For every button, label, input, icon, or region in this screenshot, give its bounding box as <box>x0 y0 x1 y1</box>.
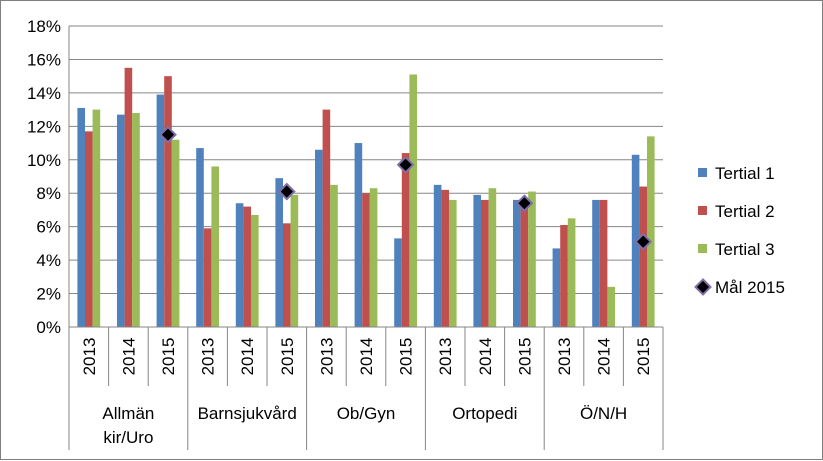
bar <box>283 223 291 327</box>
bars <box>77 67 655 328</box>
x-group-label: Ortopedi <box>452 404 517 423</box>
y-tick-labels: 0% 2% 4% 6% 8% 10% 12% 14% 16% 18% <box>27 17 61 337</box>
bar <box>330 184 338 327</box>
legend-label: Tertial 1 <box>715 164 775 183</box>
bar <box>315 149 323 327</box>
bar <box>203 228 212 327</box>
x-year-label: 2015 <box>278 338 297 376</box>
y-tick-label: 12% <box>27 117 61 136</box>
x-year-label: 2015 <box>159 338 178 376</box>
bar <box>394 238 402 327</box>
x-group-label: Allmän <box>102 404 154 423</box>
bar <box>567 218 576 327</box>
target-marker <box>515 194 534 213</box>
legend-label: Tertial 2 <box>715 202 775 221</box>
bar <box>369 188 378 327</box>
target-marker <box>277 182 296 201</box>
bar <box>552 248 561 327</box>
bar <box>354 143 363 327</box>
x-year-label: 2015 <box>515 338 534 376</box>
bar <box>235 203 244 327</box>
bar <box>132 112 140 327</box>
legend-swatch <box>698 206 707 215</box>
legend-diamond <box>694 278 712 296</box>
x-year-label: 2013 <box>199 338 218 376</box>
x-year-label: 2013 <box>436 338 455 376</box>
bar <box>647 136 655 327</box>
bar <box>473 194 481 327</box>
y-tick-label: 18% <box>27 17 61 36</box>
bar <box>156 94 165 327</box>
x-year-label: 2015 <box>397 338 416 376</box>
legend-swatch <box>698 168 707 177</box>
y-tick-label: 6% <box>36 218 61 237</box>
bar <box>77 107 85 327</box>
y-tick-label: 8% <box>36 184 61 203</box>
x-group-label: kir/Uro <box>103 428 153 447</box>
legend: Tertial 1 Tertial 2 Tertial 3 Mål 2015 <box>694 164 785 297</box>
bar <box>322 109 331 327</box>
bar <box>275 178 283 327</box>
target-markers <box>159 125 653 251</box>
legend-label: Mål 2015 <box>715 278 785 297</box>
axes <box>68 26 664 450</box>
bar <box>409 74 417 327</box>
x-year-label: 2013 <box>80 338 99 376</box>
y-tick-label: 4% <box>36 251 61 270</box>
bar <box>441 189 449 327</box>
target-marker <box>159 125 177 144</box>
x-group-label: Ö/N/H <box>580 404 627 423</box>
x-group-label: Ob/Gyn <box>337 404 396 423</box>
x-year-label: 2013 <box>317 338 336 376</box>
x-year-label: 2014 <box>476 338 495 376</box>
x-tick-labels: 2013 2014 2015 Allmän kir/Uro 2013 2014 2015 Bar… <box>80 338 653 447</box>
legend-swatch <box>698 244 707 253</box>
bar <box>639 186 647 327</box>
bar <box>520 201 529 327</box>
x-year-label: 2014 <box>357 338 376 376</box>
bar <box>488 188 497 327</box>
bar <box>117 114 125 327</box>
bar <box>599 199 608 327</box>
x-year-label: 2014 <box>238 338 257 376</box>
bar <box>607 286 615 327</box>
bar <box>560 224 568 327</box>
bar <box>164 76 172 328</box>
bar <box>592 199 600 327</box>
bar <box>171 139 180 327</box>
x-year-label: 2014 <box>119 338 138 376</box>
bar <box>401 153 410 327</box>
bar <box>449 199 457 327</box>
bar <box>196 148 204 327</box>
x-group-label: Barnsjukvård <box>198 404 297 423</box>
x-year-label: 2014 <box>595 338 614 376</box>
target-marker <box>396 155 415 174</box>
bar <box>528 191 536 327</box>
y-tick-label: 0% <box>36 318 61 337</box>
bar <box>362 193 370 327</box>
legend-label: Tertial 3 <box>715 240 775 259</box>
y-tick-label: 10% <box>27 151 61 170</box>
y-tick-label: 14% <box>27 84 61 103</box>
bar <box>92 109 101 327</box>
x-year-label: 2015 <box>634 338 653 376</box>
bar <box>243 206 251 327</box>
bar <box>433 184 442 327</box>
bar <box>251 214 259 327</box>
y-tick-label: 16% <box>27 50 61 69</box>
bar <box>513 199 521 327</box>
bar <box>124 67 133 328</box>
bar <box>290 194 299 327</box>
x-year-label: 2013 <box>555 338 574 376</box>
target-marker <box>634 232 653 251</box>
y-tick-label: 2% <box>36 285 61 304</box>
bar <box>211 166 219 327</box>
bar <box>85 131 93 327</box>
bar <box>481 199 489 327</box>
